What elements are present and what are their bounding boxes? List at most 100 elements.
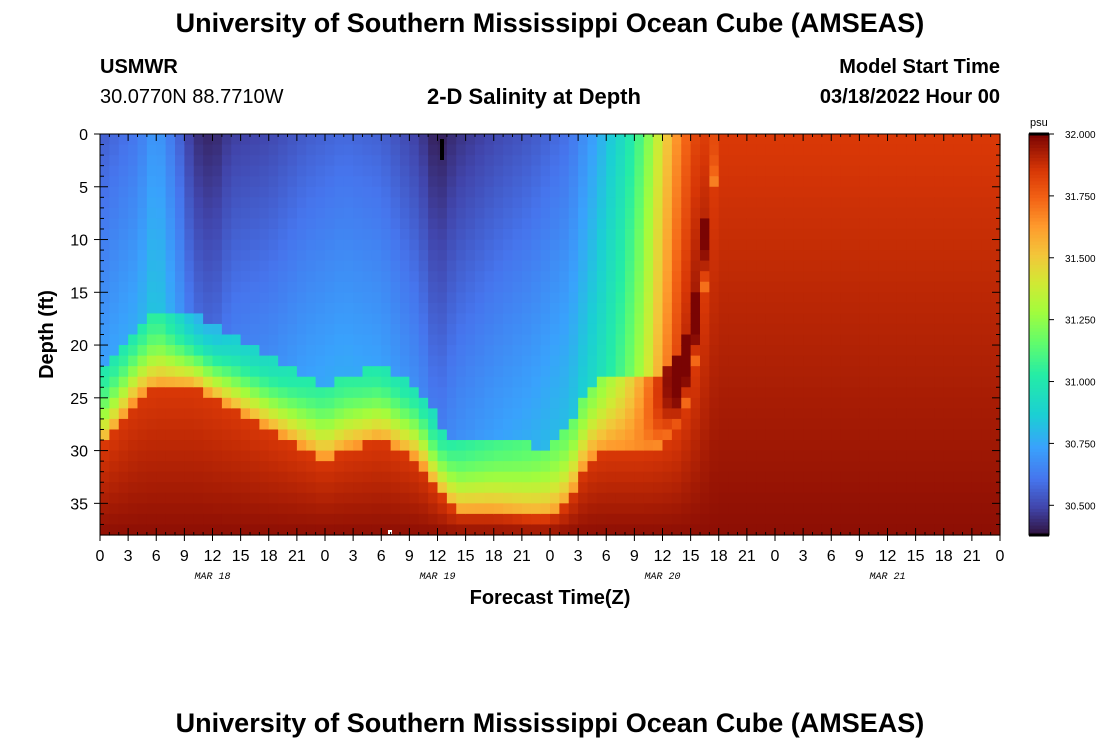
heatmap-cell [625,176,635,188]
heatmap-cell [193,355,204,367]
heatmap-cell [418,408,429,420]
heatmap-cell [896,281,907,293]
heatmap-cell [325,228,335,241]
heatmap-cell [521,440,532,452]
heatmap-cell [437,492,448,504]
heatmap-cell [596,471,607,483]
heatmap-cell [240,513,251,526]
heatmap-cell [643,503,654,515]
heatmap-cell [540,165,551,177]
heatmap-cell [390,387,401,399]
heatmap-cell [362,186,373,198]
heatmap-cell [128,482,139,494]
heatmap-cell [100,461,110,473]
heatmap-cell [596,366,607,378]
heatmap-cell [315,387,326,399]
heatmap-cell [362,355,373,367]
heatmap-cell [775,429,785,441]
heatmap-cell [465,376,476,388]
heatmap-cell [868,408,879,420]
heatmap-cell [878,408,889,420]
heatmap-cell [634,492,645,504]
heatmap-cell [906,355,917,367]
heatmap-cell [240,239,251,251]
heatmap-cell [315,165,326,177]
heatmap-cell [428,408,439,420]
heatmap-cell [671,366,682,378]
heatmap-cell [737,503,748,515]
heatmap-cell [287,334,298,346]
heatmap-cell [353,376,364,388]
heatmap-cell [596,239,607,251]
heatmap-cell [240,292,251,304]
heatmap-cell [334,471,345,483]
heatmap-cell [634,260,645,272]
heatmap-cell [746,197,757,209]
heatmap-cell [334,376,345,388]
heatmap-cell [315,292,326,304]
heatmap-cell [868,418,879,431]
heatmap-cell [971,461,982,473]
x-tick-label: 9 [180,548,189,565]
colorbar-segment [1029,387,1049,392]
heatmap-cell [850,260,860,272]
heatmap-cell [268,260,279,272]
heatmap-cell [362,165,373,177]
heatmap-cell [606,461,617,473]
heatmap-cell [981,292,992,304]
heatmap-cell [175,355,185,367]
heatmap-cell [615,397,626,409]
heatmap-cell [812,271,823,283]
heatmap-cell [568,461,579,473]
heatmap-cell [643,513,654,526]
heatmap-cell [315,418,326,431]
colorbar-segment [1029,488,1049,493]
heatmap-cell [531,397,542,409]
heatmap-cell [371,513,382,526]
heatmap-cell [221,165,232,177]
heatmap-cell [925,482,935,494]
heatmap-cell [146,492,157,504]
heatmap-cell [184,397,195,409]
heatmap-cell [568,513,579,526]
heatmap-cell [240,408,251,420]
heatmap-cell [840,281,851,293]
heatmap-cell [812,228,823,241]
heatmap-cell [118,176,129,188]
heatmap-cell [231,503,242,515]
heatmap-cell [859,134,870,146]
heatmap-cell [943,429,954,441]
heatmap-cell [446,239,457,251]
heatmap-cell [784,387,795,399]
heatmap-cell [315,429,326,441]
heatmap-cell [306,197,317,209]
heatmap-cell [868,144,879,156]
heatmap-cell [906,397,917,409]
heatmap-cell [896,271,907,283]
heatmap-cell [596,271,607,283]
heatmap-cell [446,144,457,156]
heatmap-cell [362,503,373,515]
heatmap-cell [990,355,1001,367]
heatmap-cell [296,471,307,483]
heatmap-cell [512,450,523,462]
heatmap-cell [240,228,251,241]
heatmap-cell [512,292,523,304]
heatmap-cell [578,524,589,536]
heatmap-cell [953,482,964,494]
heatmap-cell [587,197,598,209]
heatmap-cell [765,228,776,241]
heatmap-cell [934,355,945,367]
heatmap-cell [221,313,232,325]
x-tick-label: 21 [963,548,981,565]
heatmap-cell [371,418,382,431]
heatmap-cell [746,429,757,441]
heatmap-cell [606,471,617,483]
heatmap-cell [559,228,570,241]
heatmap-cell [896,144,907,156]
heatmap-cell [165,197,176,209]
heatmap-cell [390,218,401,230]
heatmap-cell [437,250,448,262]
heatmap-cell [990,408,1001,420]
heatmap-cell [934,397,945,409]
